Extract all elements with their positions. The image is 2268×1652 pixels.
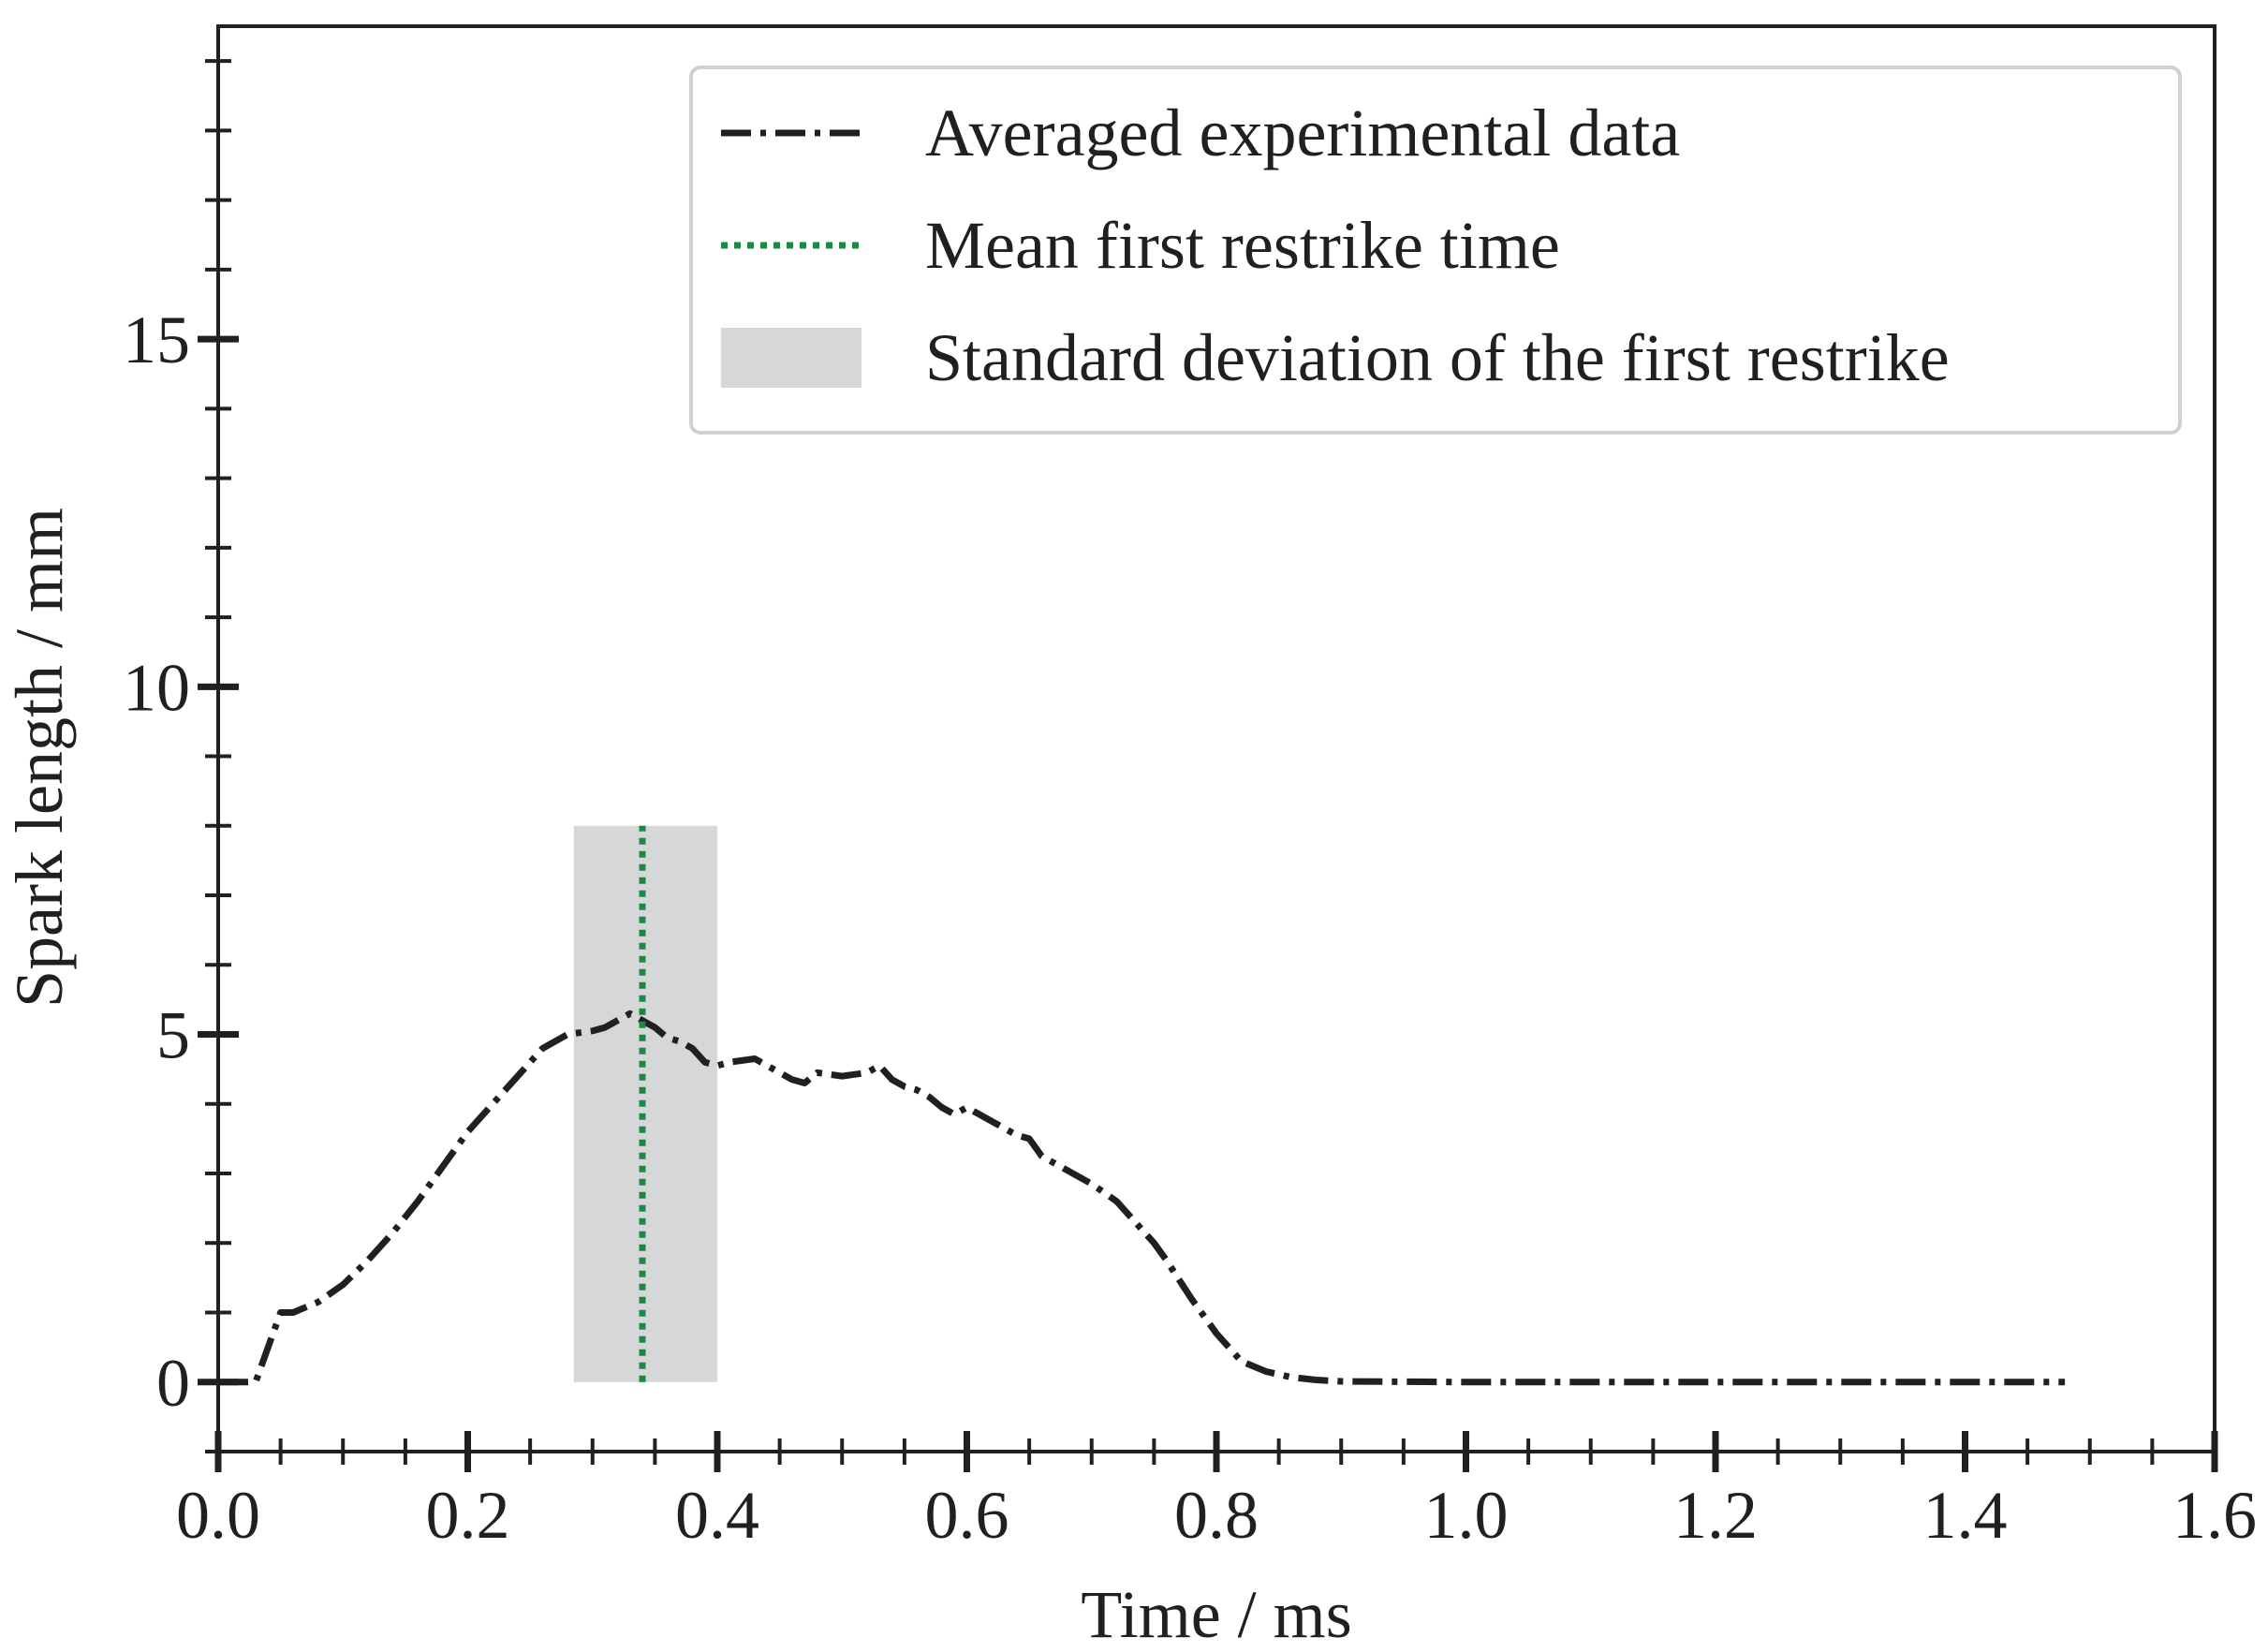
x-tick-label: 1.4 [1923, 1478, 2008, 1553]
y-axis-label: Spark length / mm [2, 508, 77, 1008]
x-tick-label: 1.0 [1424, 1478, 1509, 1553]
x-tick-label: 0.2 [426, 1478, 510, 1553]
y-tick-label: 15 [123, 302, 190, 377]
legend-label: Averaged experimental data [925, 96, 1680, 170]
y-tick-label: 10 [123, 650, 190, 725]
series-layer [218, 825, 2066, 1386]
legend-box [689, 66, 2182, 435]
legend-label: Mean first restrike time [925, 208, 1560, 283]
x-tick-label: 0.8 [1174, 1478, 1259, 1553]
x-tick-label: 0.0 [176, 1478, 260, 1553]
y-tick-label: 0 [156, 1346, 190, 1421]
legend-label: Standard deviation of the first restrike [925, 320, 1950, 395]
x-tick-label: 0.4 [675, 1478, 759, 1553]
x-tick-label: 1.2 [1673, 1478, 1758, 1553]
averaged-data-line [218, 1010, 2066, 1386]
x-tick-label: 1.6 [2172, 1478, 2257, 1553]
x-tick-label: 0.6 [925, 1478, 1009, 1553]
legend-swatch-std-deviation [721, 328, 862, 388]
legend: Averaged experimental data Mean first res… [689, 66, 2182, 435]
x-axis-label: Time / ms [1081, 1577, 1351, 1652]
axes-layer: 0.0 0.2 0.4 0.6 0.8 1.0 1.2 1.4 1.6 0 5 10 15 Time / … [2, 24, 2257, 1652]
y-tick-label: 5 [156, 998, 190, 1073]
